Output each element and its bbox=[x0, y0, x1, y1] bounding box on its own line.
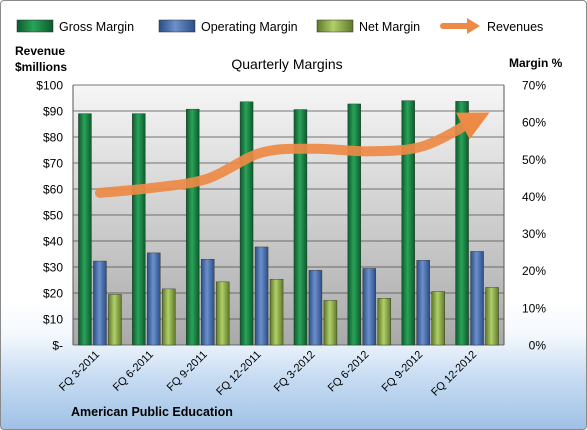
x-tick-label: FQ 3-2012 bbox=[272, 349, 318, 395]
gross-margin-bar bbox=[78, 113, 92, 346]
gross-margin-bar bbox=[132, 113, 146, 346]
operating-margin-bar bbox=[93, 260, 107, 346]
x-tick-label: FQ 3-2011 bbox=[57, 349, 102, 394]
legend-revenues: Revenues bbox=[487, 20, 543, 34]
left-tick-label: $10 bbox=[43, 313, 63, 327]
x-tick-label: FQ 9-2011 bbox=[165, 349, 210, 394]
left-tick-label: $80 bbox=[43, 131, 63, 145]
legend-operating-margin-swatch bbox=[158, 19, 196, 33]
legend-net-margin-swatch bbox=[316, 19, 354, 33]
gross-margin-bar bbox=[239, 101, 254, 346]
operating-margin-bar bbox=[416, 260, 430, 346]
gross-margin-bar bbox=[293, 109, 308, 346]
net-margin-bar bbox=[162, 288, 176, 346]
legend-operating-margin: Operating Margin bbox=[201, 20, 298, 34]
right-axis-label: Margin % bbox=[509, 56, 563, 70]
left-tick-label: $- bbox=[52, 339, 63, 353]
left-axis-label-line1: Revenue bbox=[15, 44, 65, 58]
operating-margin-bar bbox=[362, 268, 377, 346]
company-name: American Public Education bbox=[71, 405, 233, 419]
right-tick-label: 50% bbox=[522, 153, 546, 167]
x-tick-label: FQ 12-2012 bbox=[429, 349, 479, 399]
net-margin-bar bbox=[215, 281, 230, 346]
gross-margin-bar bbox=[401, 100, 415, 346]
left-tick-label: $90 bbox=[43, 105, 63, 119]
left-axis-label-line2: $millions bbox=[15, 60, 67, 74]
x-tick-label: FQ 6-2012 bbox=[326, 349, 372, 395]
right-tick-label: 30% bbox=[522, 227, 546, 241]
legend-gross-margin: Gross Margin bbox=[59, 20, 134, 34]
right-tick-label: 70% bbox=[522, 79, 546, 93]
x-tick-label: FQ 9-2012 bbox=[380, 349, 426, 395]
net-margin-bar bbox=[431, 291, 445, 346]
net-margin-bar bbox=[323, 300, 338, 346]
legend-arrow-icon bbox=[467, 18, 480, 34]
x-tick-label: FQ 6-2011 bbox=[111, 349, 156, 394]
gross-margin-bar bbox=[185, 108, 200, 346]
revenues-line bbox=[94, 112, 490, 198]
left-tick-label: $40 bbox=[43, 235, 63, 249]
left-tick-label: $20 bbox=[43, 287, 63, 301]
operating-margin-bar bbox=[147, 252, 161, 346]
right-tick-label: 20% bbox=[522, 264, 546, 278]
legend-net-margin: Net Margin bbox=[359, 20, 420, 34]
right-tick-label: 10% bbox=[522, 301, 546, 315]
left-tick-label: $100 bbox=[36, 79, 63, 93]
net-margin-bar bbox=[377, 298, 392, 346]
operating-margin-bar bbox=[308, 270, 323, 346]
net-margin-bar bbox=[108, 294, 122, 346]
operating-margin-bar bbox=[254, 246, 269, 346]
left-tick-label: $50 bbox=[43, 209, 63, 223]
gross-margin-bar bbox=[455, 101, 469, 346]
right-tick-label: 40% bbox=[522, 190, 546, 204]
chart-title: Quarterly Margins bbox=[231, 56, 342, 72]
net-margin-bar bbox=[485, 287, 499, 346]
legend-gross-margin-swatch bbox=[16, 19, 54, 33]
x-tick-label: FQ 12-2011 bbox=[214, 349, 263, 398]
gross-margin-bar bbox=[347, 103, 362, 346]
left-tick-label: $30 bbox=[43, 261, 63, 275]
left-tick-label: $70 bbox=[43, 157, 63, 171]
net-margin-bar bbox=[269, 279, 284, 346]
operating-margin-bar bbox=[200, 259, 215, 346]
right-tick-label: 60% bbox=[522, 116, 546, 130]
right-tick-label: 0% bbox=[529, 339, 547, 353]
left-tick-label: $60 bbox=[43, 183, 63, 197]
operating-margin-bar bbox=[470, 251, 484, 346]
